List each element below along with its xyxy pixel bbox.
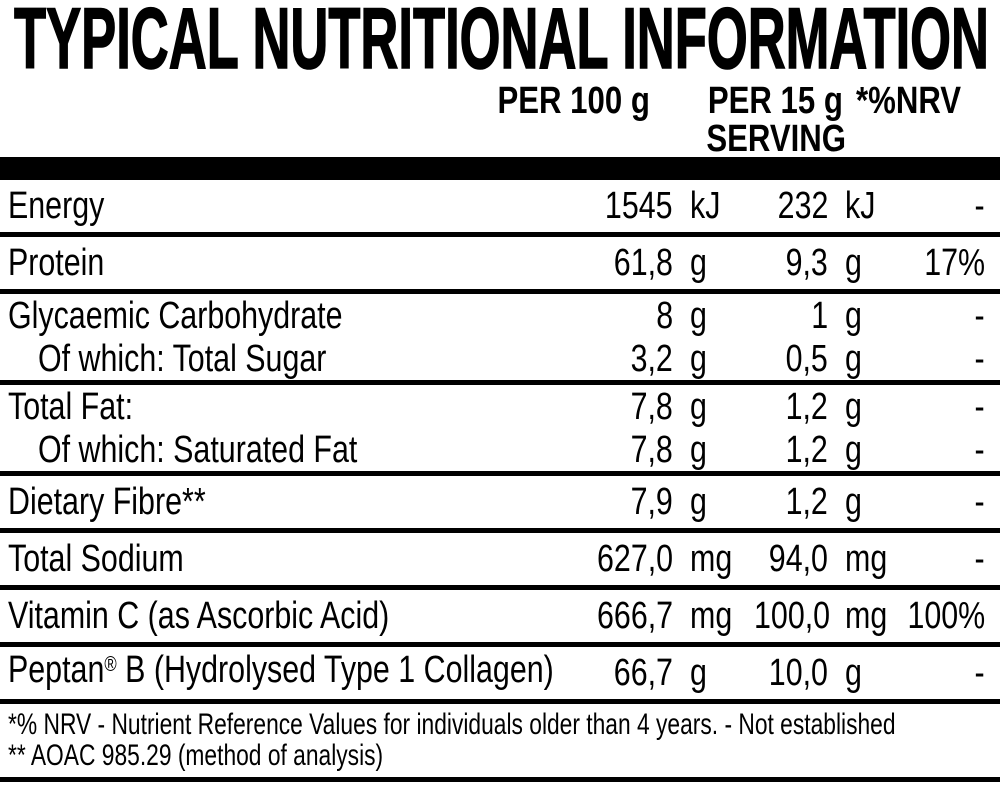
footnotes: *% NRV - Nutrient Reference Values for i… [0,704,1000,777]
per-15g-value: 100,0 [754,595,831,637]
per-15g-unit: g [845,428,862,471]
nrv-value: - [974,185,985,227]
nutrient-label: Peptan® B (Hydrolysed Type 1 Collagen) [8,649,554,691]
per-100g-unit: g [690,652,707,694]
footnote-aoac: ** AOAC 985.29 (method of analysis) [8,739,384,772]
per-15g-unit: g [845,481,862,523]
col-header-per-15g-line1: PER 15 g [707,80,843,122]
nutrient-label: Of which: Saturated Fat [38,428,358,471]
nrv-value: - [974,337,985,380]
per-100g-unit: g [690,481,707,523]
per-15g-value: 0,5 [785,337,828,380]
nrv-value: 17% [924,242,985,284]
nutrient-label: Total Sodium [8,538,184,580]
nutrient-label: Vitamin C (as Ascorbic Acid) [8,595,390,637]
per-15g-value: 94,0 [768,538,828,580]
page-title: TYPICAL NUTRITIONAL INFORMATION [13,0,990,78]
per-15g-value: 9,3 [785,242,828,284]
per-15g-value: 10,0 [768,652,828,694]
per-15g-value: 1,2 [785,481,828,523]
per-15g-unit: mg [845,595,888,637]
per-100g-value: 666,7 [596,595,673,637]
per-15g-unit: g [845,337,862,380]
footnote-nrv: *% NRV - Nutrient Reference Values for i… [8,708,896,741]
per-15g-value: 1 [811,294,828,337]
per-100g-value: 8 [656,294,673,337]
per-15g-value: 232 [777,185,828,227]
per-15g-unit: g [845,385,862,428]
column-headers: PER 100 g PER 15 g SERVING *%NRV [0,78,1000,158]
per-15g-unit: g [845,294,862,337]
nrv-value: - [974,652,985,694]
page-title-text: TYPICAL NUTRITIONAL INFORMATION [14,0,989,78]
per-100g-unit: g [690,428,707,471]
header-divider-bar [0,157,1000,180]
nrv-value: - [974,481,985,523]
nrv-value: 100% [907,595,986,637]
table-row: Total Sodium 627,0 mg 94,0 mg - [0,533,1000,590]
per-100g-unit: g [690,337,707,380]
per-15g-value: 1,2 [785,428,828,471]
nutrition-table: Energy 1545 kJ 232 kJ - Protein 61,8 g 9… [0,180,1000,704]
nutrient-label: Protein [8,242,105,284]
table-row: Protein 61,8 g 9,3 g 17% [0,237,1000,294]
per-100g-unit: mg [690,538,733,580]
table-row: Total Fat: 7,8 g 1,2 g - [0,385,1000,428]
col-header-nrv: *%NRV [856,80,962,122]
per-100g-value: 7,8 [630,385,673,428]
table-row: Glycaemic Carbohydrate 8 g 1 g - [0,294,1000,337]
nutrient-label: Of which: Total Sugar [38,337,327,380]
per-15g-value: 1,2 [785,385,828,428]
col-header-per-15g-line2: SERVING [706,118,847,160]
table-row: Vitamin C (as Ascorbic Acid) 666,7 mg 10… [0,590,1000,647]
per-100g-value: 3,2 [630,337,673,380]
col-header-per-15g-serving: PER 15 g SERVING [691,82,859,158]
per-100g-unit: g [690,385,707,428]
per-15g-unit: mg [845,538,888,580]
per-100g-value: 7,8 [630,428,673,471]
per-100g-value: 627,0 [596,538,673,580]
bottom-rule [0,777,1000,782]
per-15g-unit: g [845,242,862,284]
nutrient-label: Glycaemic Carbohydrate [8,294,343,337]
nrv-value: - [974,538,985,580]
nutrient-label: Dietary Fibre** [8,481,206,523]
nrv-value: - [974,428,985,471]
table-row: Peptan® B (Hydrolysed Type 1 Collagen) 6… [0,647,1000,704]
nrv-value: - [974,385,985,428]
nutrient-label: Total Fat: [8,385,134,428]
per-100g-unit: kJ [690,185,721,227]
table-row: Of which: Saturated Fat 7,8 g 1,2 g - [0,428,1000,476]
per-100g-value: 61,8 [613,242,673,284]
per-100g-unit: mg [690,595,733,637]
table-row: Of which: Total Sugar 3,2 g 0,5 g - [0,337,1000,385]
nutrient-label: Energy [8,185,105,227]
table-row: Dietary Fibre** 7,9 g 1,2 g - [0,476,1000,533]
nrv-value: - [974,294,985,337]
per-100g-value: 7,9 [630,481,673,523]
per-15g-unit: kJ [845,185,876,227]
per-100g-unit: g [690,294,707,337]
per-100g-value: 66,7 [613,652,673,694]
per-100g-unit: g [690,242,707,284]
per-100g-value: 1545 [605,185,673,227]
table-row: Energy 1545 kJ 232 kJ - [0,180,1000,237]
col-header-per-100g: PER 100 g [497,80,650,122]
per-15g-unit: g [845,652,862,694]
